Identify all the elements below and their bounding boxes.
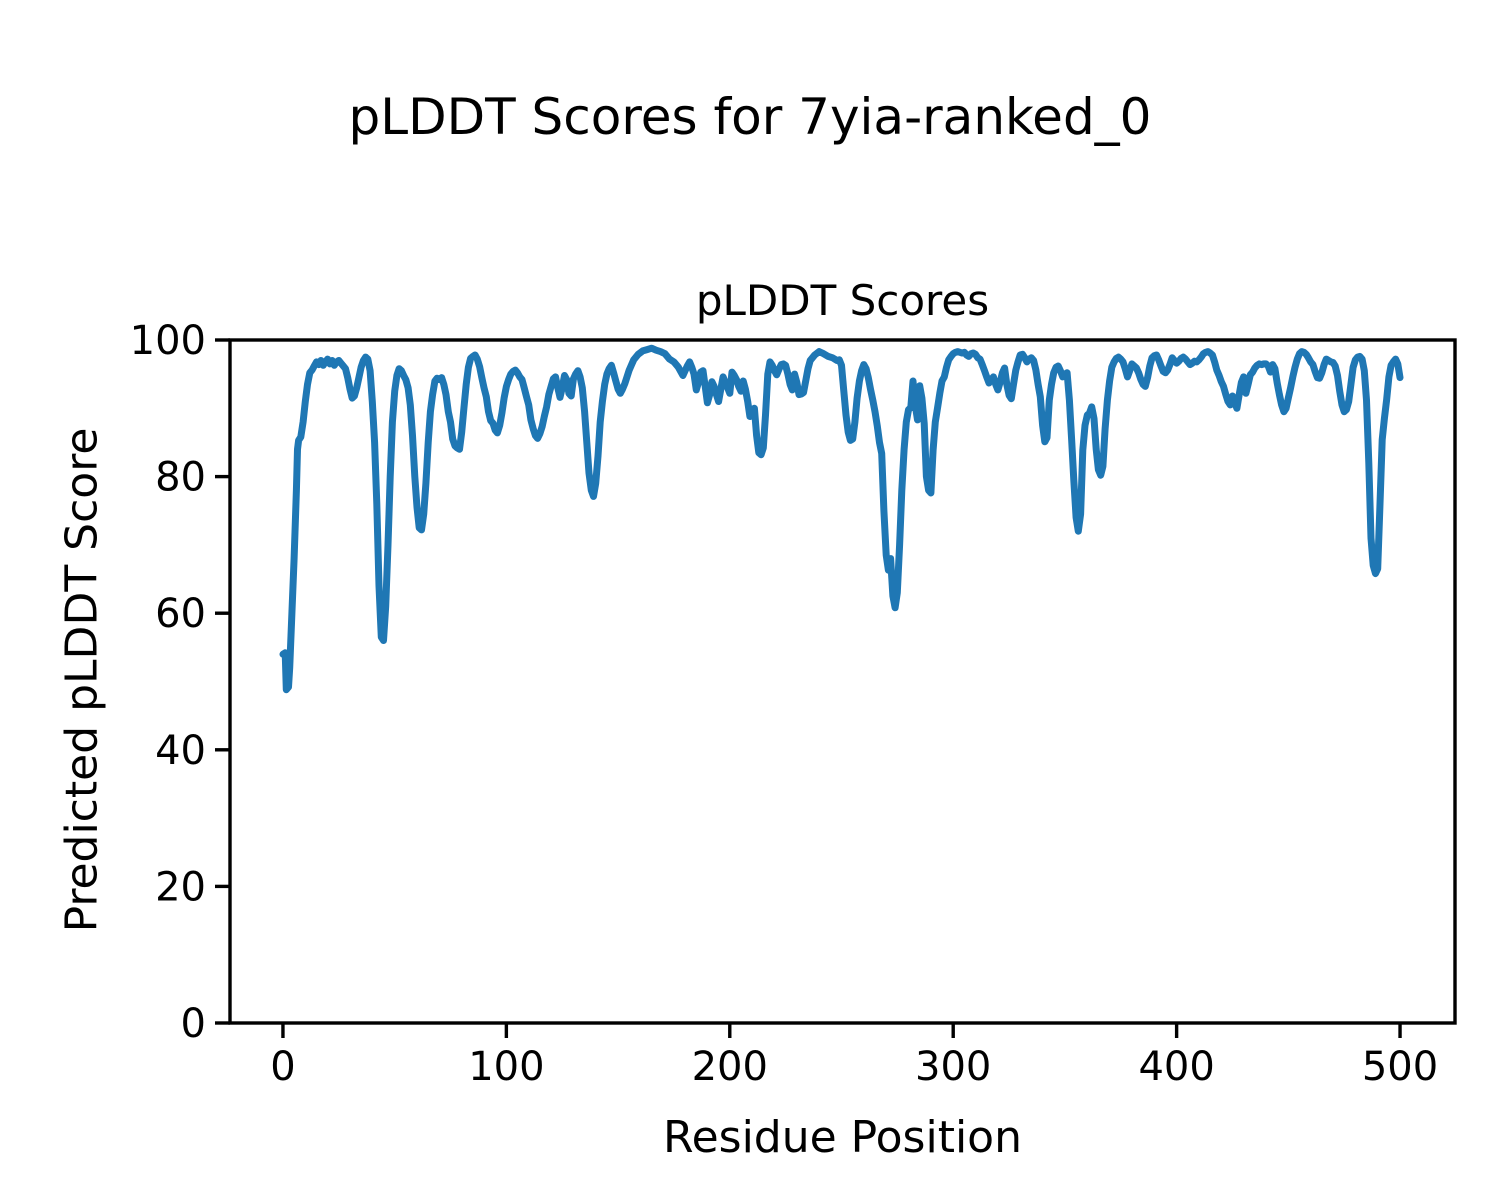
axis-tick-labels: 0 100 200 300 400 500 0 20 40 60 80 100 xyxy=(130,318,1439,1090)
axes-title: pLDDT Scores xyxy=(695,276,990,325)
x-axis-label: Residue Position xyxy=(662,1112,1022,1163)
axes-spines xyxy=(228,338,1457,1025)
plddt-line-series xyxy=(279,344,1404,694)
y-tick-label: 0 xyxy=(181,1001,206,1047)
figure-title: pLDDT Scores for 7yia-ranked_0 xyxy=(348,88,1152,146)
x-tick-label: 100 xyxy=(468,1044,544,1090)
y-tick-label: 40 xyxy=(155,728,206,774)
y-tick-label: 20 xyxy=(155,864,206,910)
x-tick-label: 0 xyxy=(270,1044,295,1090)
y-tick-label: 60 xyxy=(155,591,206,637)
y-tick-label: 80 xyxy=(155,455,206,501)
x-tick-label: 300 xyxy=(915,1044,991,1090)
y-axis-label: Predicted pLDDT Score xyxy=(56,427,108,933)
y-tick-label: 100 xyxy=(130,318,206,364)
x-tick-label: 200 xyxy=(692,1044,768,1090)
axis-ticks xyxy=(215,338,1402,1038)
x-tick-label: 400 xyxy=(1138,1044,1214,1090)
x-tick-label: 500 xyxy=(1362,1044,1438,1090)
